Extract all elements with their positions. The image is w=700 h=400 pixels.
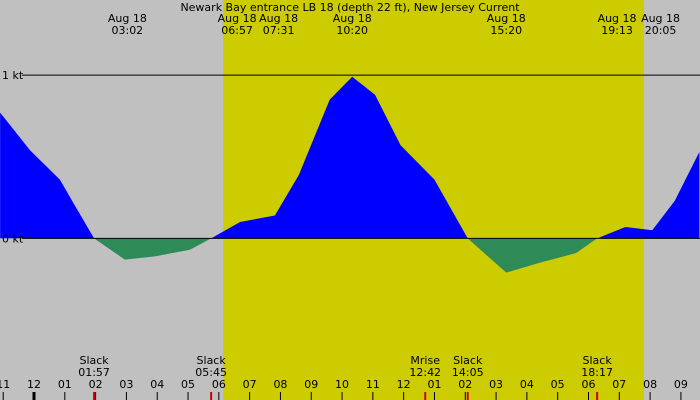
event-label: Slack: [79, 354, 109, 367]
y-tick-label: 1 kt: [2, 69, 24, 82]
x-tick-label: 04: [150, 378, 164, 391]
event-date: Aug 18: [487, 12, 526, 25]
y-tick-label: 0 kt: [2, 232, 24, 245]
event-label: Slack: [197, 354, 227, 367]
x-tick-label: 12: [397, 378, 411, 391]
x-tick-label: 07: [243, 378, 257, 391]
x-tick-label: 10: [335, 378, 349, 391]
ebb-area: [94, 238, 598, 273]
event-time: 20:05: [645, 24, 677, 37]
event-date: Aug 18: [218, 12, 257, 25]
event-time: 06:57: [221, 24, 253, 37]
x-tick-label: 06: [212, 378, 226, 391]
event-date: Aug 18: [598, 12, 637, 25]
event-date: Aug 18: [333, 12, 372, 25]
event-label: Slack: [583, 354, 613, 367]
event-time: 19:13: [601, 24, 633, 37]
x-tick-label: 03: [489, 378, 503, 391]
x-tick-label: 05: [551, 378, 565, 391]
x-tick-label: 06: [581, 378, 595, 391]
x-tick-label: 05: [181, 378, 195, 391]
event-time: 07:31: [263, 24, 295, 37]
x-tick-label: 02: [89, 378, 103, 391]
event-label: Mrise: [410, 354, 440, 367]
x-tick-label: 11: [366, 378, 380, 391]
event-time: 18:17: [581, 366, 613, 379]
event-time: 03:02: [111, 24, 143, 37]
x-tick-label: 07: [612, 378, 626, 391]
event-time: 14:05: [452, 366, 484, 379]
x-tick-label: 03: [119, 378, 133, 391]
x-tick-label: 12: [27, 378, 41, 391]
chart-title: Newark Bay entrance LB 18 (depth 22 ft),…: [180, 1, 520, 14]
event-time: 15:20: [490, 24, 522, 37]
event-time: 05:45: [195, 366, 227, 379]
event-time: 01:57: [78, 366, 110, 379]
event-label: Slack: [453, 354, 483, 367]
event-date: Aug 18: [108, 12, 147, 25]
x-tick-label: 01: [427, 378, 441, 391]
x-tick-label: 04: [520, 378, 534, 391]
event-time: 12:42: [409, 366, 441, 379]
event-date: Aug 18: [641, 12, 680, 25]
x-tick-label: 08: [643, 378, 657, 391]
x-tick-label: 08: [273, 378, 287, 391]
x-tick-label: 01: [58, 378, 72, 391]
x-tick-label: 09: [674, 378, 688, 391]
x-tick-label: 11: [0, 378, 10, 391]
x-tick-label: 09: [304, 378, 318, 391]
flood-area: [0, 76, 700, 239]
x-tick-label: 02: [458, 378, 472, 391]
event-date: Aug 18: [259, 12, 298, 25]
event-time: 10:20: [336, 24, 368, 37]
